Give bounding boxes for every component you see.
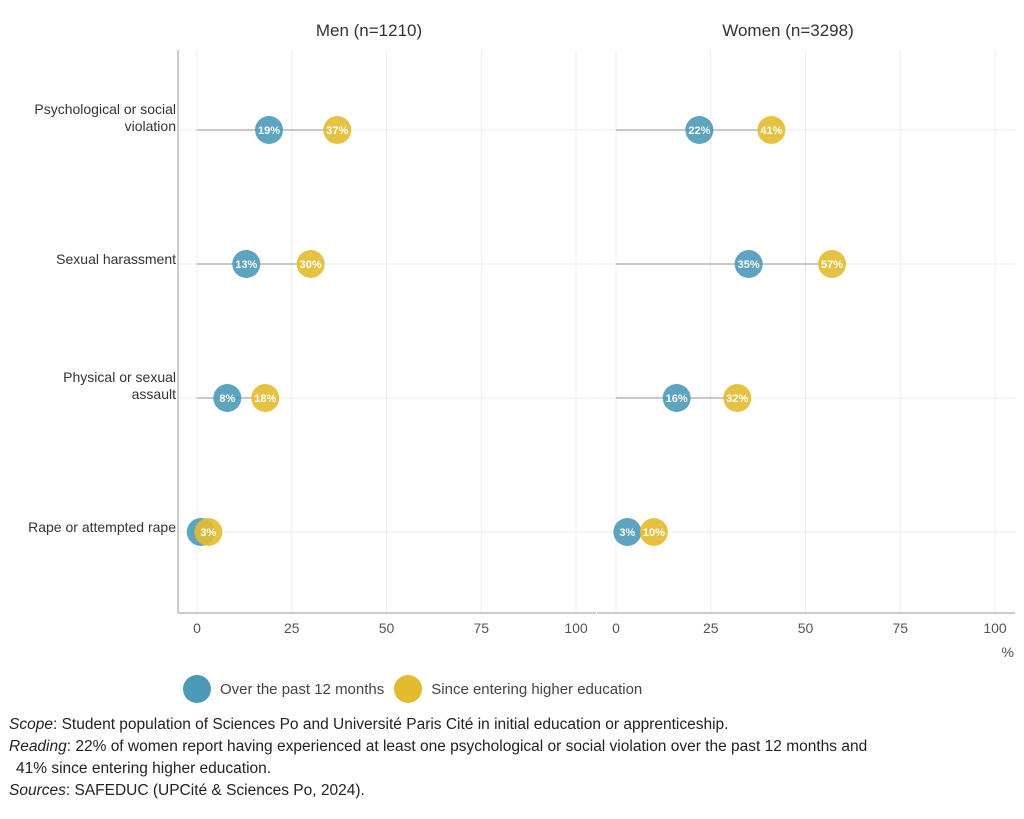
reading-note-continued: 41% since entering higher education. [9, 758, 1014, 780]
category-label-psychological-or-social-violation: violation [125, 118, 176, 134]
panel-men-dot-label-over-the-past-12-months-psychological-or-social-violation: 19% [258, 125, 280, 137]
panel-men-tick-label: 100 [564, 620, 588, 636]
panel-men-dot-label-since-entering-higher-education-sexual-harassment: 30% [300, 259, 322, 271]
scope-text: : Student population of Sciences Po and … [52, 716, 729, 733]
legend-label-past-12-months: Over the past 12 months [220, 680, 385, 698]
panel-women-dot-over-the-past-12-months-sexual-harassment [734, 250, 763, 278]
legend-swatch-since-higher-education [394, 675, 423, 703]
panel-women-tick-label: 0 [612, 620, 620, 636]
panel-women-dot-since-entering-higher-education-rape-or-attempted-rape [639, 518, 668, 546]
panel-men-dot-since-entering-higher-education-sexual-harassment [296, 250, 325, 278]
panel-men-dot-since-entering-higher-education-psychological-or-social-violation [323, 116, 352, 144]
panel-women-dot-label-over-the-past-12-months-sexual-harassment: 35% [738, 259, 760, 271]
panel-men-dot-label-over-the-past-12-months-physical-or-sexual-assault: 8% [219, 393, 235, 405]
panel-men-tick-label: 50 [379, 620, 395, 636]
panel-men-dot-label-since-entering-higher-education-rape-or-attempted-rape: 3% [200, 527, 216, 539]
panel-men-dot-since-entering-higher-education-physical-or-sexual-assault [251, 384, 280, 412]
panel-women-dot-since-entering-higher-education-physical-or-sexual-assault [723, 384, 752, 412]
panel-women-tick-label: 25 [703, 620, 719, 636]
panel-women-dot-label-over-the-past-12-months-psychological-or-social-violation: 22% [688, 125, 710, 137]
reading-note: Reading: 22% of women report having expe… [9, 736, 1014, 758]
panel-men-dot-over-the-past-12-months-physical-or-sexual-assault [213, 384, 242, 412]
category-label-physical-or-sexual-assault: assault [132, 386, 176, 402]
chart-notes: Scope: Student population of Sciences Po… [9, 714, 1014, 802]
panel-men-tick-label: 0 [193, 620, 201, 636]
panel-women-tick-label: 50 [798, 620, 814, 636]
category-label-rape-or-attempted-rape: Rape or attempted rape [28, 519, 176, 535]
panel-men-title: Men (n=1210) [316, 21, 422, 40]
panel-women-dot-since-entering-higher-education-psychological-or-social-violation [757, 116, 786, 144]
panel-men-dot-since-entering-higher-education-rape-or-attempted-rape [194, 518, 223, 546]
panel-women-dot-label-over-the-past-12-months-physical-or-sexual-assault: 16% [666, 393, 688, 405]
panel-women-dot-since-entering-higher-education-sexual-harassment [818, 250, 847, 278]
panel-men-dot-label-over-the-past-12-months-sexual-harassment: 13% [235, 259, 257, 271]
panel-women-dot-label-over-the-past-12-months-rape-or-attempted-rape: 3% [619, 527, 635, 539]
panel-women-dot-over-the-past-12-months-psychological-or-social-violation [685, 116, 714, 144]
x-axis-unit-label: % [1002, 644, 1014, 660]
panel-women-dot-label-since-entering-higher-education-sexual-harassment: 57% [821, 259, 843, 271]
panel-men-dot-label-since-entering-higher-education-physical-or-sexual-assault: 18% [254, 393, 276, 405]
legend: Over the past 12 months Since entering h… [183, 675, 652, 703]
panel-men-tick-label: 75 [473, 620, 489, 636]
panel-men-dot-label-since-entering-higher-education-psychological-or-social-violation: 37% [326, 125, 348, 137]
sources-note: Sources: SAFEDUC (UPCité & Sciences Po, … [9, 780, 1014, 802]
reading-text-2: 41% since entering higher education. [16, 760, 272, 777]
panel-women-dot-over-the-past-12-months-physical-or-sexual-assault [662, 384, 691, 412]
panel-men-tick-label: 25 [284, 620, 300, 636]
panel-women-dot-label-since-entering-higher-education-psychological-or-social-violation: 41% [760, 125, 782, 137]
sources-label: Sources [9, 782, 66, 799]
legend-item-past-12-months: Over the past 12 months [183, 675, 384, 703]
category-label-psychological-or-social-violation: Psychological or social [34, 101, 176, 117]
dumbbell-chart: 0 25 50 75 100 Men (n=1210) 19% 37% 13% 30% 8% 18% 3… [28, 21, 1015, 660]
category-label-sexual-harassment: Sexual harassment [56, 251, 176, 267]
panel-women-dot-label-since-entering-higher-education-physical-or-sexual-assault: 32% [726, 393, 748, 405]
panel-men-dot-over-the-past-12-months-sexual-harassment [232, 250, 261, 278]
legend-item-since-higher-education: Since entering higher education [394, 675, 642, 703]
panel-women-title: Women (n=3298) [722, 21, 854, 40]
reading-label: Reading [9, 738, 67, 755]
panel-women-tick-label: 100 [983, 620, 1007, 636]
panel-women-dot-label-since-entering-higher-education-rape-or-attempted-rape: 10% [643, 527, 665, 539]
sources-text: : SAFEDUC (UPCité & Sciences Po, 2024). [65, 782, 365, 799]
panel-women-dot-over-the-past-12-months-rape-or-attempted-rape [613, 518, 642, 546]
scope-note: Scope: Student population of Sciences Po… [9, 714, 1014, 736]
panel-men-dot-over-the-past-12-months-psychological-or-social-violation [255, 116, 284, 144]
legend-swatch-past-12-months [183, 675, 211, 703]
category-label-physical-or-sexual-assault: Physical or sexual [63, 369, 176, 385]
reading-text-1: : 22% of women report having experienced… [66, 738, 868, 755]
scope-label: Scope [9, 716, 53, 733]
panel-women-tick-label: 75 [892, 620, 908, 636]
legend-label-since-higher-education: Since entering higher education [431, 680, 643, 698]
